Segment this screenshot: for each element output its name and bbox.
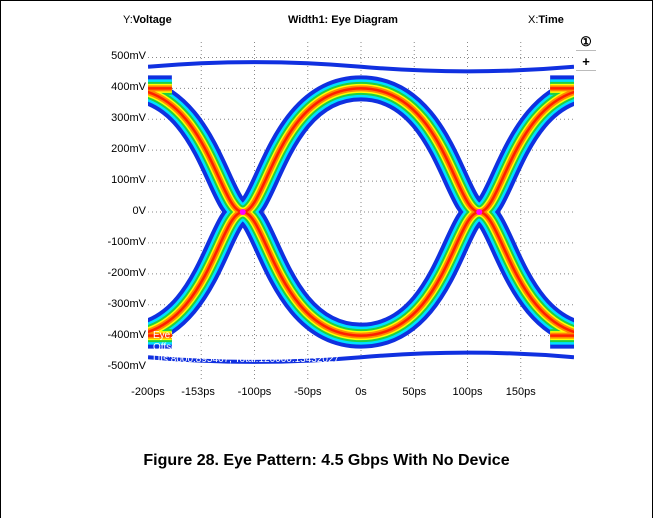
x-tick-label: 150ps [505,386,536,398]
y-tick-label: -200mV [107,266,146,279]
x-prefix: X: [528,14,539,26]
y-axis-title: Y:Voltage [123,14,172,26]
y-tick-label: -300mV [107,297,146,310]
panel-title: Width1: Eye Diagram [288,14,398,26]
x-tick-label: -100ps [237,386,272,398]
y-tick-label: -500mV [107,359,146,372]
x-tick-label: 100ps [452,386,483,398]
add-button[interactable]: + [576,54,596,71]
x-tick-label: -153ps [181,386,215,398]
y-prefix: Y: [123,14,133,26]
eye-mode-label: Eye: All Bits [153,330,206,341]
y-tick-label: -100mV [107,235,146,248]
x-tick-label: 0s [355,386,367,398]
uis-label: UIs:8000:895467, Total:120000:13432027 [153,354,340,365]
y-tick-label: 400mV [111,81,146,94]
eye-plot[interactable] [148,42,574,382]
eye-overshoot-top [148,60,574,74]
x-label: Time [538,14,564,26]
figure-caption: Figure 28. Eye Pattern: 4.5 Gbps With No… [143,452,510,469]
y-tick-label: 200mV [111,143,146,156]
crossing-marker [239,209,246,215]
x-tick-label: -50ps [293,386,322,398]
x-tick-label: -200ps [131,386,165,398]
x-tick-label: 50ps [402,386,427,398]
eye-overshoot-bottom [148,350,574,364]
offset-label: Offset: -0.00018815 [153,342,242,353]
y-tick-label: 100mV [111,174,146,187]
eye-diagram-panel: Y:Voltage Width1: Eye Diagram X:Time ① +… [88,14,596,399]
y-label: Voltage [132,14,172,26]
page-frame [0,0,653,518]
marker-button[interactable]: ① [576,34,596,51]
y-tick-label: 300mV [111,112,146,125]
x-axis-title: X:Time [528,14,564,26]
crossing-marker [476,209,483,215]
y-tick-label: -400mV [107,328,146,341]
y-tick-label: 0V [132,205,146,217]
y-tick-label: 500mV [111,50,146,63]
